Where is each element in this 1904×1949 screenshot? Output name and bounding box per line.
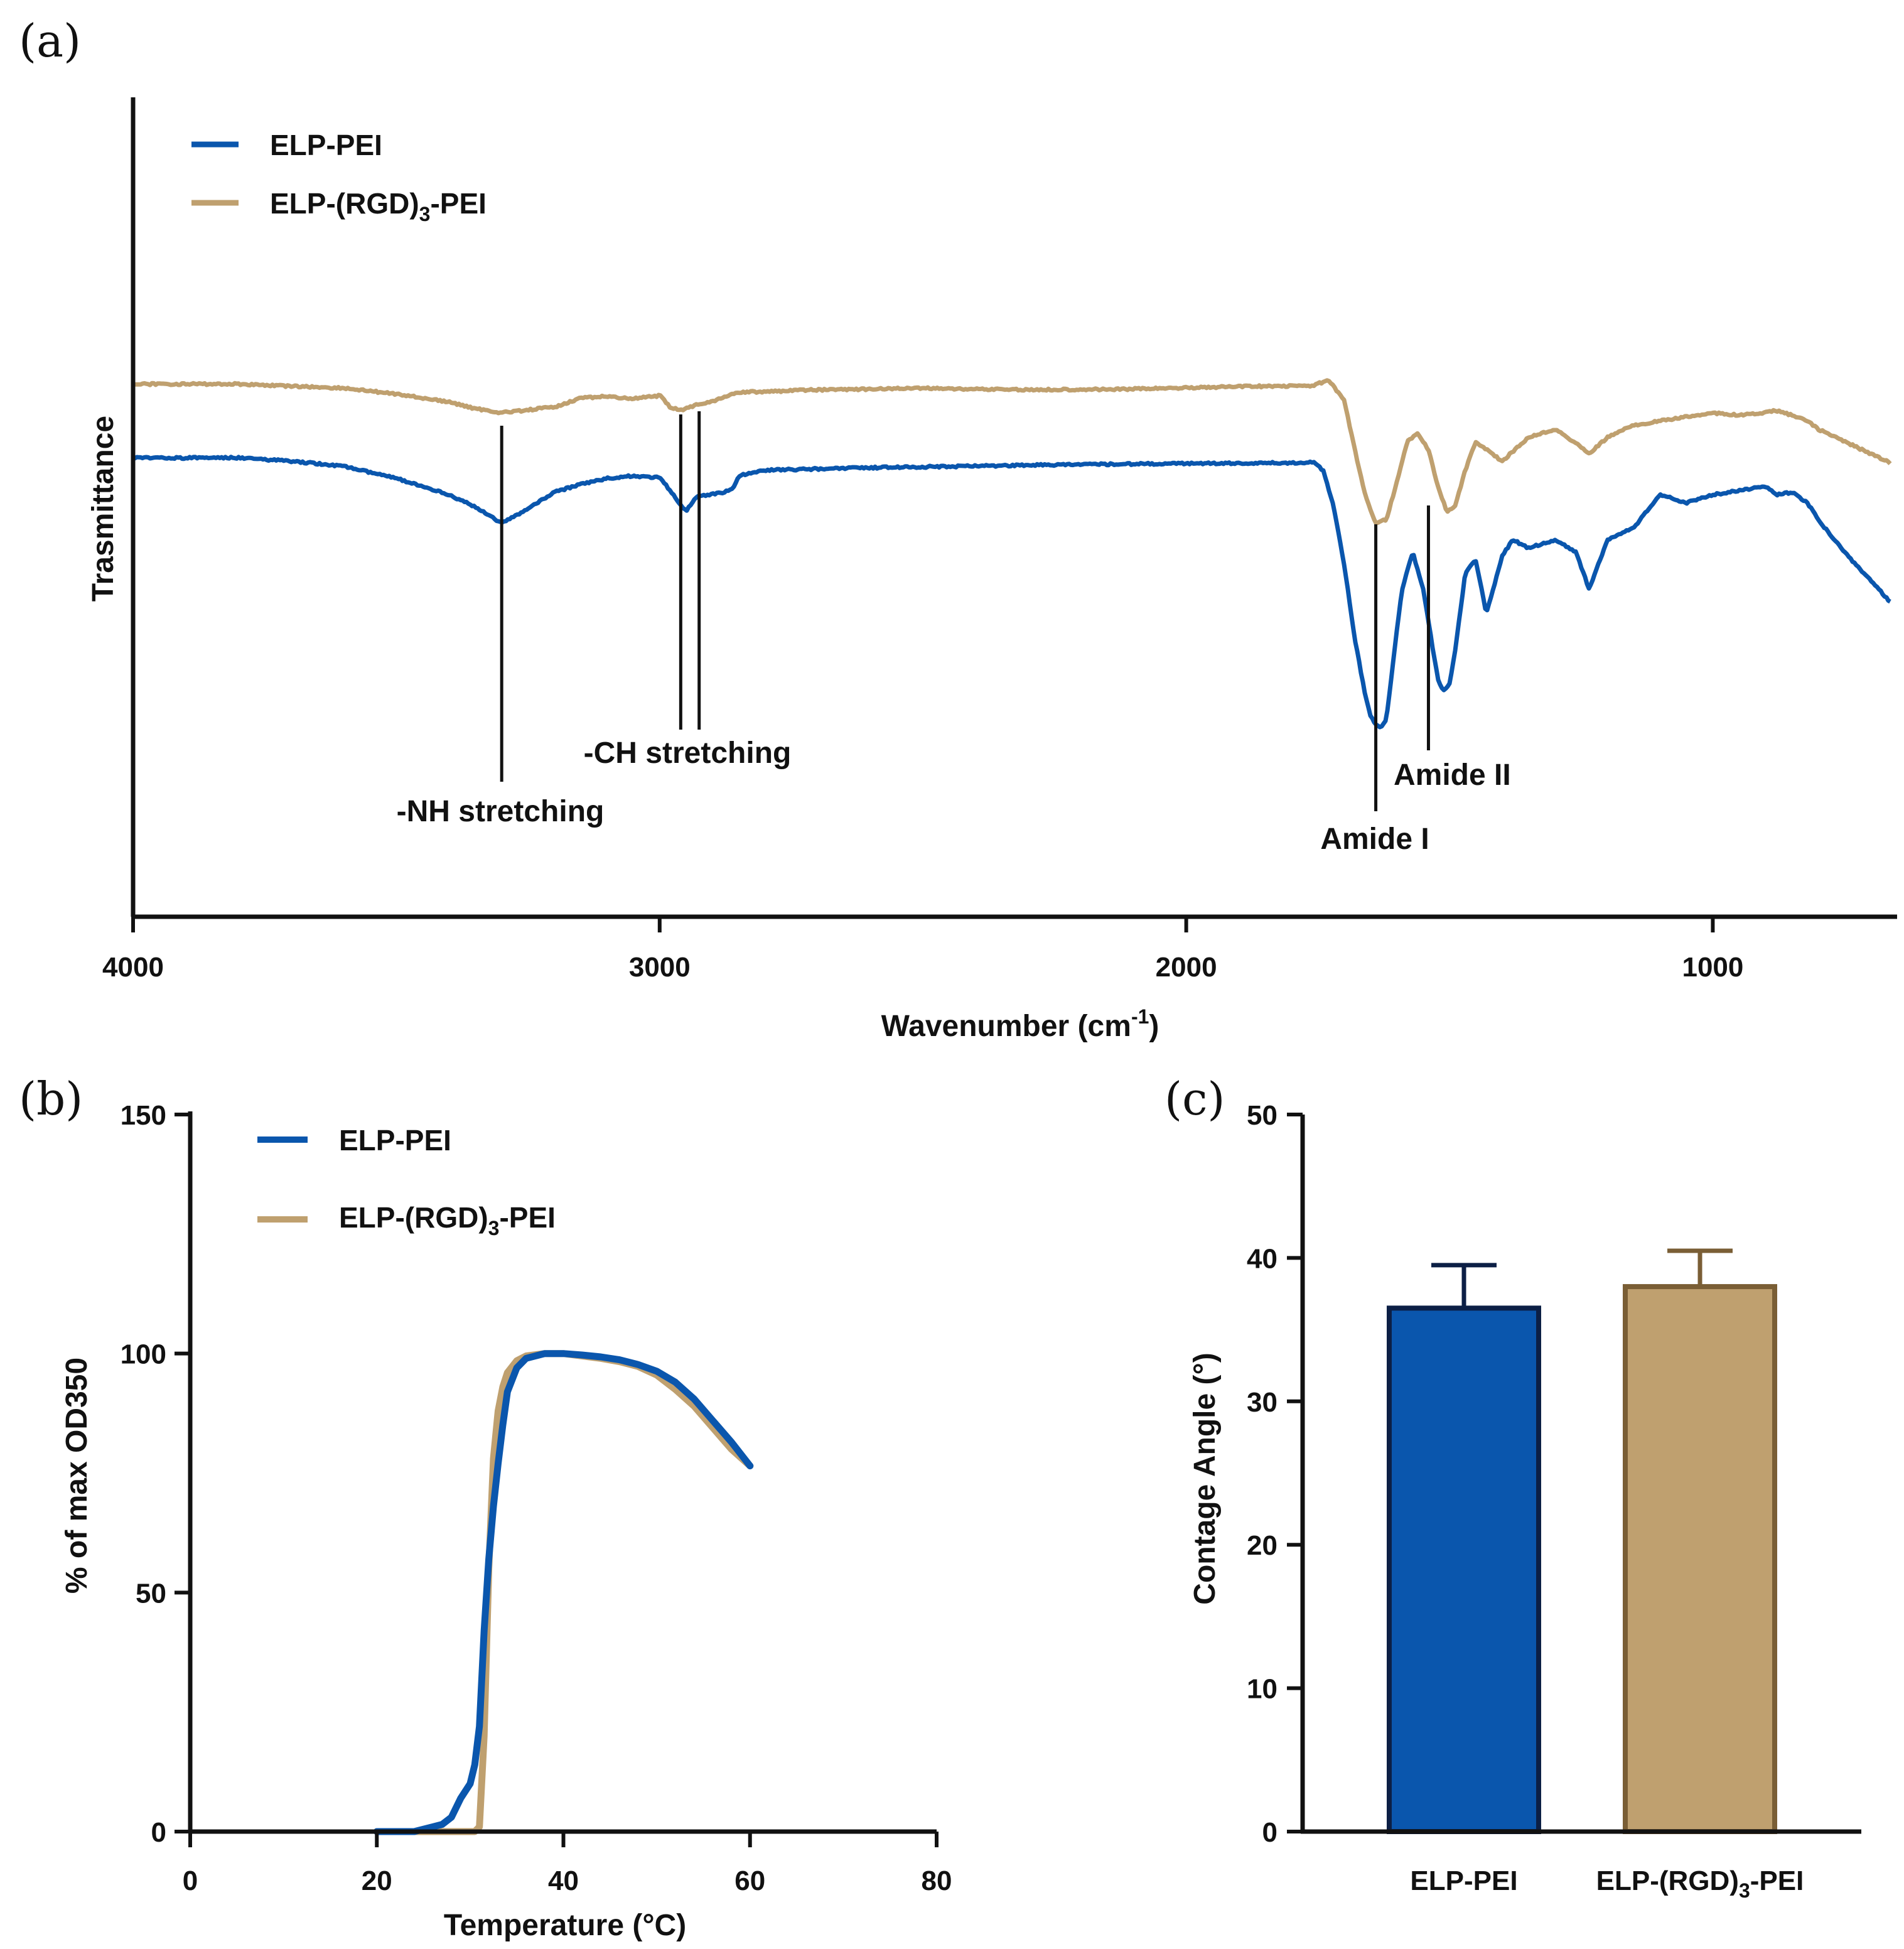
x-tick-label: 1000 [1682, 952, 1743, 983]
x-tick-label: 0 [183, 1865, 198, 1896]
panel-a: (a) -NH stretching -CH stretching Amide I A… [19, 14, 1897, 1043]
turbidity-series-group [373, 1350, 754, 1835]
contact-angle-y-ticks: 0 10 20 30 40 50 [1247, 1100, 1303, 1848]
x-tick-label: 3000 [629, 952, 691, 983]
x-tick-label: 4000 [102, 952, 164, 983]
y-tick-label: 50 [1247, 1100, 1277, 1131]
annotation-label: Amide II [1394, 759, 1511, 792]
turbidity-x-ticks: 0 20 40 60 80 [183, 1832, 952, 1896]
legend-label-elp-pei: ELP-PEI [270, 129, 382, 161]
legend-label-elp-rgd-pei: ELP-(RGD)3-PEI [339, 1201, 556, 1239]
turbidity-line-elp-rgd-pei [373, 1350, 754, 1835]
ftir-line-elp-pei [132, 455, 1891, 730]
y-tick-label: 150 [121, 1100, 166, 1131]
ftir-x-ticks: 4000 3000 2000 1000 [102, 917, 1743, 983]
x-tick-label: 80 [922, 1865, 952, 1896]
legend-label-elp-pei: ELP-PEI [339, 1124, 451, 1157]
y-tick-label: 50 [136, 1578, 166, 1609]
panel-label-b: (b) [19, 1072, 83, 1125]
x-category-label: ELP-PEI [1410, 1865, 1517, 1896]
ftir-annotation-group: -NH stretching -CH stretching Amide I Amide… [397, 411, 1511, 856]
y-tick-label: 100 [121, 1339, 166, 1370]
bar-elp-rgd-pei [1623, 1284, 1777, 1835]
panel-b: (b) 0 20 40 60 80 0 50 100 150 % of max OD350 T… [19, 1072, 952, 1942]
x-tick-label: 40 [548, 1865, 579, 1896]
x-tick-label: 60 [734, 1865, 765, 1896]
legend-label-elp-rgd-pei: ELP-(RGD)3-PEI [270, 187, 487, 225]
turbidity-line-elp-pei [373, 1350, 754, 1835]
turbidity-y-ticks: 0 50 100 150 [121, 1100, 190, 1848]
ftir-x-axis-title: Wavenumber (cm-1) [881, 1005, 1159, 1043]
annotation-label: Amide I [1320, 823, 1429, 856]
ftir-line-elp-rgd-pei [132, 378, 1892, 526]
annotation-label: -CH stretching [584, 737, 792, 770]
y-tick-label: 30 [1247, 1387, 1277, 1418]
contact-angle-bars [1387, 1248, 1777, 1835]
panel-c: (c) 0 10 20 30 40 50 ELP-PEI ELP-(RGD)3-PEI Co… [1164, 1072, 1861, 1902]
ftir-y-axis-title: Trasmittance [87, 416, 120, 602]
x-tick-label: 2000 [1156, 952, 1217, 983]
y-tick-label: 0 [151, 1817, 166, 1848]
panel-label-a: (a) [19, 14, 81, 67]
turbidity-y-axis-title: % of max OD350 [60, 1358, 94, 1594]
y-tick-label: 0 [1262, 1817, 1277, 1848]
y-tick-label: 10 [1247, 1674, 1277, 1705]
x-category-label: ELP-(RGD)3-PEI [1596, 1865, 1804, 1902]
ftir-legend: ELP-PEI ELP-(RGD)3-PEI [191, 129, 487, 225]
panel-label-c: (c) [1164, 1072, 1225, 1125]
bar-elp-pei [1387, 1305, 1541, 1835]
contact-angle-x-labels: ELP-PEI ELP-(RGD)3-PEI [1410, 1865, 1804, 1902]
contact-angle-y-axis-title: Contage Angle (°) [1188, 1352, 1222, 1604]
y-tick-label: 40 [1247, 1243, 1277, 1274]
x-tick-label: 20 [362, 1865, 392, 1896]
y-tick-label: 20 [1247, 1530, 1277, 1561]
ftir-series-group [132, 378, 1892, 730]
turbidity-legend: ELP-PEI ELP-(RGD)3-PEI [257, 1124, 556, 1239]
annotation-label: -NH stretching [397, 795, 605, 828]
turbidity-x-axis-title: Temperature (°C) [444, 1909, 686, 1942]
